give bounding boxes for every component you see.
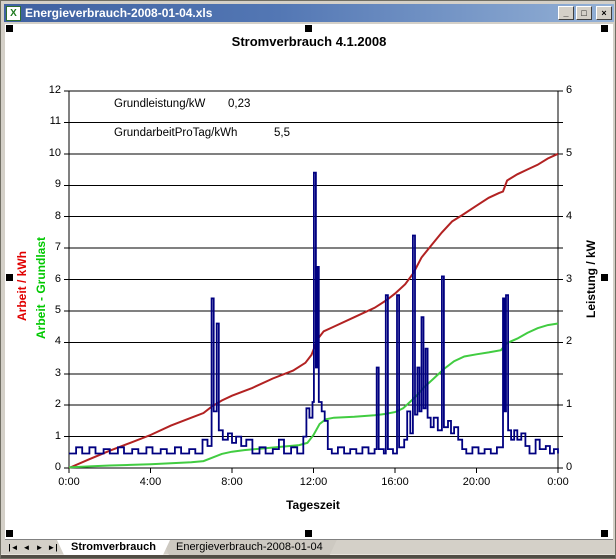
x-axis-title: Tageszeit — [286, 498, 340, 512]
sheet-tab-energieverbrauch-2008-01-04[interactable]: Energieverbrauch-2008-01-04 — [162, 540, 337, 555]
x-axis-tick-label: 0:00 — [58, 476, 80, 488]
right-axis-tick-label: 4 — [566, 209, 573, 222]
selection-handle[interactable] — [601, 25, 608, 32]
tab-scroll-buttons: |◄ ◄ ► ►| — [5, 540, 61, 554]
tab-first-button[interactable]: |◄ — [8, 542, 19, 552]
title-bar: X Energieverbrauch-2008-01-04.xls _ □ × — [4, 4, 614, 22]
selection-handle[interactable] — [305, 530, 312, 537]
tab-next-button[interactable]: ► — [35, 542, 44, 552]
window-bottom-edge — [1, 555, 615, 558]
left-axis-tick-label: 10 — [48, 146, 61, 159]
annotation-grundleistung-label: Grundleistung/kW — [114, 98, 206, 110]
right-axis-tick-label: 2 — [566, 335, 573, 348]
left-axis-tick-label: 12 — [48, 84, 61, 96]
x-axis-tick-label: 4:00 — [139, 476, 162, 488]
x-axis-tick-label: 8:00 — [221, 476, 243, 488]
left-axis-tick-label: 1 — [54, 429, 61, 442]
left-axis-tick-label: 9 — [54, 178, 61, 191]
left-axis-tick-label: 5 — [54, 303, 61, 316]
right-axis-tick-label: 1 — [566, 398, 573, 411]
left-axis-tick-label: 7 — [54, 241, 61, 254]
tab-prev-button[interactable]: ◄ — [22, 542, 31, 552]
minimize-button[interactable]: _ — [558, 6, 574, 20]
annotation-grundarbeit-value: 5,5 — [274, 127, 290, 139]
excel-icon: X — [6, 5, 21, 21]
sheet-tab-bar: |◄ ◄ ► ►| Stromverbrauch Energieverbrauch-20… — [5, 539, 613, 554]
annotation-grundleistung-value: 0,23 — [228, 98, 251, 110]
left-axis-title-arbeit: Arbeit / kWh — [15, 250, 29, 322]
left-axis-tick-label: 3 — [54, 366, 61, 379]
left-axis-tick-label: 8 — [54, 209, 61, 222]
selection-handle[interactable] — [6, 274, 13, 281]
left-axis-tick-label: 11 — [49, 115, 61, 128]
x-axis-tick-label: 20:00 — [462, 476, 491, 488]
selection-handle[interactable] — [6, 530, 13, 537]
sheet-tab-stromverbrauch[interactable]: Stromverbrauch — [57, 540, 170, 555]
maximize-button[interactable]: □ — [576, 6, 592, 20]
selection-handle[interactable] — [6, 25, 13, 32]
x-axis-tick-label: 12:00 — [299, 476, 328, 488]
left-axis-tick-label: 4 — [54, 335, 61, 348]
left-axis-tick-label: 0 — [54, 461, 61, 473]
right-axis-tick-label: 5 — [566, 146, 573, 159]
chart-title: Stromverbrauch 4.1.2008 — [231, 34, 387, 49]
selection-handle[interactable] — [305, 25, 312, 32]
selection-handle[interactable] — [601, 274, 608, 281]
right-axis-tick-label: 0 — [566, 461, 573, 473]
left-axis-tick-label: 2 — [54, 398, 61, 411]
right-axis-tick-label: 6 — [566, 84, 573, 96]
tab-last-button[interactable]: ►| — [47, 542, 58, 552]
window-title: Energieverbrauch-2008-01-04.xls — [25, 6, 213, 20]
x-axis-tick-label: 0:00 — [547, 476, 569, 488]
close-button[interactable]: × — [596, 6, 612, 20]
annotation-grundarbeit-label: GrundarbeitProTag/kWh — [114, 127, 238, 139]
chart-canvas[interactable] — [5, 24, 613, 539]
x-axis-tick-label: 16:00 — [381, 476, 409, 488]
selection-handle[interactable] — [601, 530, 608, 537]
left-axis-tick-label: 6 — [54, 272, 61, 285]
sheet-tabs: Stromverbrauch Energieverbrauch-2008-01-0… — [61, 540, 337, 554]
right-axis-tick-label: 3 — [566, 272, 573, 285]
